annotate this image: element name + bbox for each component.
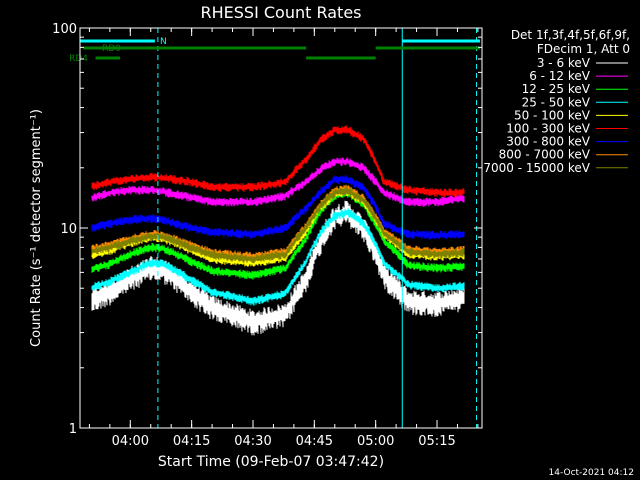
legend-label-300-800-kev: 300 - 800 keV (506, 135, 590, 149)
legend-header-line-2: FDecim 1, Att 0 (537, 42, 630, 56)
legend-label-800-7000-kev: 800 - 7000 keV (499, 148, 591, 162)
chart-title: RHESSI Count Rates (201, 3, 362, 22)
legend-label-7000-15000-kev: 7000 - 15000 keV (483, 161, 590, 175)
x-axis-label: Start Time (09-Feb-07 03:47:42) (158, 454, 384, 470)
flag-label-rd0: RD0 (102, 44, 121, 54)
legend-label-3-6-kev: 3 - 6 keV (537, 56, 591, 70)
x-tick-label: 04:00 (112, 434, 149, 449)
y-axis-label: Count Rate (s⁻¹ detector segment⁻¹) (29, 109, 44, 347)
flag-label-n: N (160, 37, 167, 47)
legend-label-100-300-kev: 100 - 300 keV (506, 122, 590, 136)
legend-label-50-100-kev: 50 - 100 keV (514, 108, 591, 122)
y-tick-label: 100 (52, 22, 77, 37)
y-tick-label: 10 (60, 222, 77, 237)
x-tick-label: 04:15 (173, 434, 210, 449)
x-tick-label: 05:00 (357, 434, 394, 449)
flag-label-rd4: RD4 (69, 54, 88, 64)
legend-label-25-50-kev: 25 - 50 keV (522, 95, 591, 109)
x-tick-label: 05:15 (418, 434, 455, 449)
series-line-100-300-kev (91, 125, 465, 198)
plot-layer: N RD0 RD4 (69, 28, 480, 428)
legend: Det 1f,3f,4f,5f,6f,9f, FDecim 1, Att 0 3… (483, 28, 630, 175)
legend-label-6-12-kev: 6 - 12 keV (529, 69, 591, 83)
footer-timestamp: 14-Oct-2021 04:12 (549, 468, 634, 478)
x-tick-label: 04:45 (296, 434, 333, 449)
legend-label-12-25-kev: 12 - 25 keV (522, 82, 591, 96)
axis-layer: 04:00 04:15 04:30 04:45 05:00 05:15 1 10 100 (52, 22, 482, 449)
y-tick-label: 1 (69, 422, 77, 437)
x-tick-label: 04:30 (234, 434, 271, 449)
legend-header-line-1: Det 1f,3f,4f,5f,6f,9f, (511, 28, 630, 42)
